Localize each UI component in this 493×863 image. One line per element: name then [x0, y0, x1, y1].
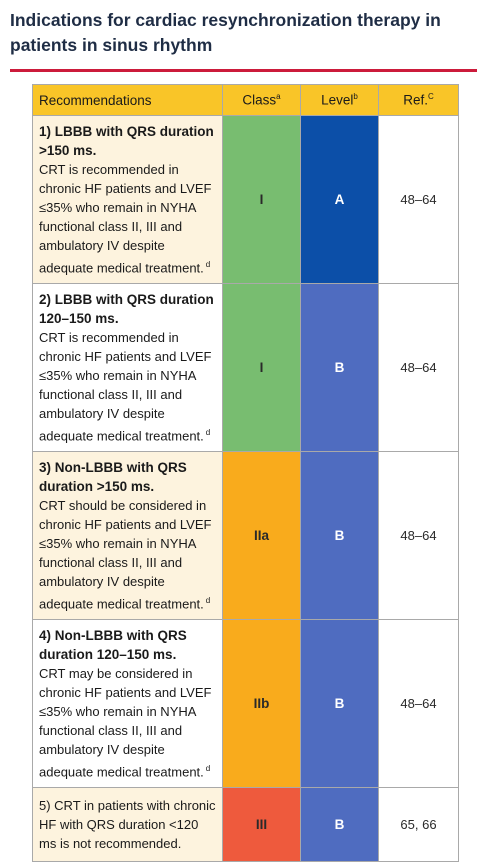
recommendation-cell: 2) LBBB with QRS duration 120–150 ms. CR… — [32, 283, 223, 452]
header-level-footnote: b — [353, 92, 358, 102]
table-row: 3) Non-LBBB with QRS duration >150 ms. C… — [32, 451, 459, 620]
recommendation-footnote: d — [205, 259, 211, 269]
table-row: 2) LBBB with QRS duration 120–150 ms. CR… — [32, 283, 459, 452]
header-level: Levelb — [300, 84, 379, 116]
ref-cell: 48–64 — [378, 283, 459, 452]
recommendation-body: CRT is recommended in chronic HF patient… — [39, 329, 212, 444]
ref-cell: 65, 66 — [378, 787, 459, 862]
level-cell: B — [300, 619, 379, 788]
ref-cell: 48–64 — [378, 451, 459, 620]
recommendations-table: Recommendations Classa Levelb Ref.C 1) L… — [32, 84, 459, 862]
class-cell: I — [222, 283, 301, 452]
recommendation-heading: 4) Non-LBBB with QRS duration 120–150 ms… — [39, 627, 187, 662]
recommendation-cell: 1) LBBB with QRS duration >150 ms. CRT i… — [32, 115, 223, 284]
recommendation-body: 5) CRT in patients with chronic HF with … — [39, 798, 216, 851]
level-cell: B — [300, 451, 379, 620]
table-row: 4) Non-LBBB with QRS duration 120–150 ms… — [32, 619, 459, 788]
header-recommendations: Recommendations — [32, 84, 223, 116]
level-cell: A — [300, 115, 379, 284]
class-cell: III — [222, 787, 301, 862]
ref-cell: 48–64 — [378, 619, 459, 788]
page-title: Indications for cardiac resynchronizatio… — [10, 10, 441, 55]
class-cell: I — [222, 115, 301, 284]
recommendation-body: CRT should be considered in chronic HF p… — [39, 497, 212, 612]
table-row: 5) CRT in patients with chronic HF with … — [32, 787, 459, 862]
header-ref-footnote: C — [427, 92, 434, 102]
header-class: Classa — [222, 84, 301, 116]
recommendation-cell: 3) Non-LBBB with QRS duration >150 ms. C… — [32, 451, 223, 620]
recommendation-footnote: d — [205, 763, 211, 773]
class-cell: IIa — [222, 451, 301, 620]
recommendation-footnote: d — [205, 427, 211, 437]
level-cell: B — [300, 283, 379, 452]
recommendation-footnote: d — [205, 595, 211, 605]
title-divider — [10, 69, 477, 72]
recommendation-heading: 3) Non-LBBB with QRS duration >150 ms. — [39, 459, 187, 494]
recommendation-body: CRT may be considered in chronic HF pati… — [39, 665, 212, 780]
recommendation-heading: 1) LBBB with QRS duration >150 ms. — [39, 123, 214, 158]
recommendation-cell: 4) Non-LBBB with QRS duration 120–150 ms… — [32, 619, 223, 788]
level-cell: B — [300, 787, 379, 862]
ref-cell: 48–64 — [378, 115, 459, 284]
table-row: 1) LBBB with QRS duration >150 ms. CRT i… — [32, 115, 459, 284]
recommendation-body: CRT is recommended in chronic HF patient… — [39, 161, 212, 276]
recommendation-heading: 2) LBBB with QRS duration 120–150 ms. — [39, 291, 214, 326]
table-header-row: Recommendations Classa Levelb Ref.C — [32, 84, 459, 116]
header-class-footnote: a — [276, 92, 281, 102]
recommendation-cell: 5) CRT in patients with chronic HF with … — [32, 787, 223, 862]
header-ref: Ref.C — [378, 84, 459, 116]
class-cell: IIb — [222, 619, 301, 788]
